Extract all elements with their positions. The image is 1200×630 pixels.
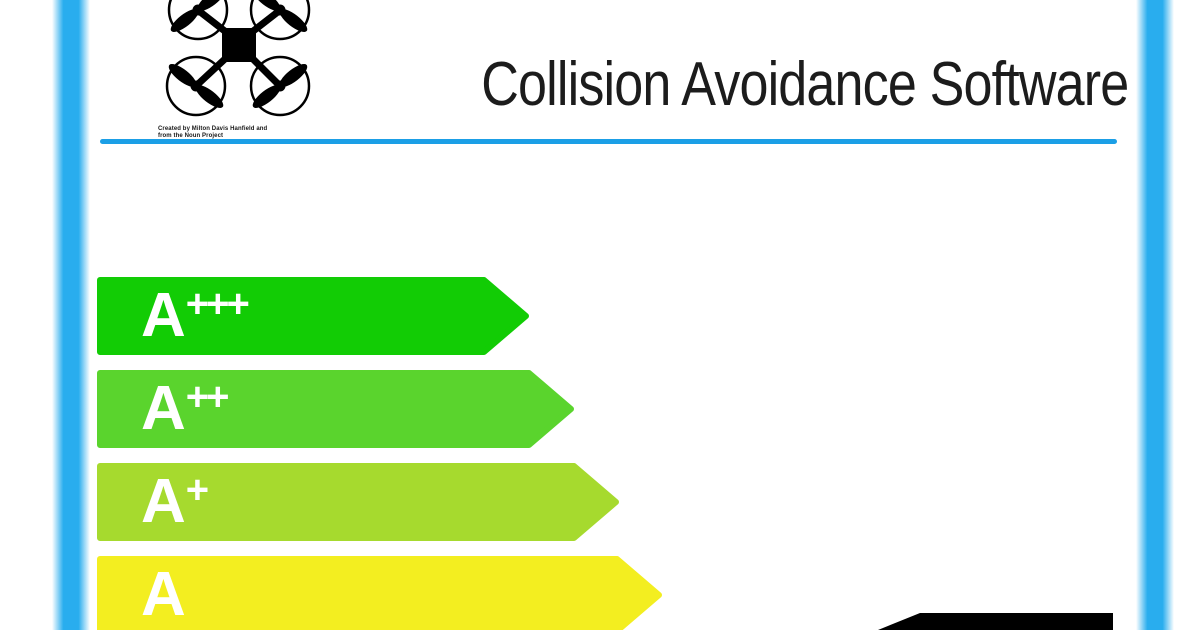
rating-bar-a: A [97, 556, 663, 630]
rating-letter: A [141, 560, 186, 629]
rating-bar-label: A [141, 556, 186, 630]
page-title: Collision Avoidance Software [480, 50, 1129, 119]
rating-bar-a-plus-plus-plus: A +++ [97, 277, 530, 355]
rating-bar-arrow-shape [97, 556, 662, 630]
rating-bar-arrow-shape [97, 370, 574, 448]
rating-plus-signs: ++ [185, 375, 230, 419]
rating-bar-label: A +++ [141, 277, 250, 355]
rating-bar-a-plus: A + [97, 463, 620, 541]
rating-plus-signs: + [185, 468, 209, 512]
rating-indicator-arrow [878, 613, 1113, 630]
attribution-line-1: Created by Milton Davis Hanfield and [158, 126, 268, 132]
drone-body [222, 28, 256, 62]
right-border-stripe [1136, 0, 1174, 630]
header-divider-rule [100, 139, 1117, 144]
rating-plus-signs: +++ [185, 282, 250, 326]
rating-letter: A [141, 281, 186, 350]
rating-letter: A [141, 374, 186, 443]
quadcopter-drone-icon [165, 0, 311, 117]
rating-bar-label: A + [141, 463, 209, 541]
attribution-line-2: from the Noun Project [158, 133, 224, 139]
rating-bar-arrow-shape [97, 463, 619, 541]
rating-bar-arrow-shape [97, 277, 529, 355]
rating-bar-label: A ++ [141, 370, 230, 448]
attribution-text: Created by Milton Davis Hanfield and fro… [158, 126, 318, 140]
rating-bar-a-plus-plus: A ++ [97, 370, 575, 448]
rating-letter: A [141, 467, 186, 536]
left-border-stripe [52, 0, 90, 630]
